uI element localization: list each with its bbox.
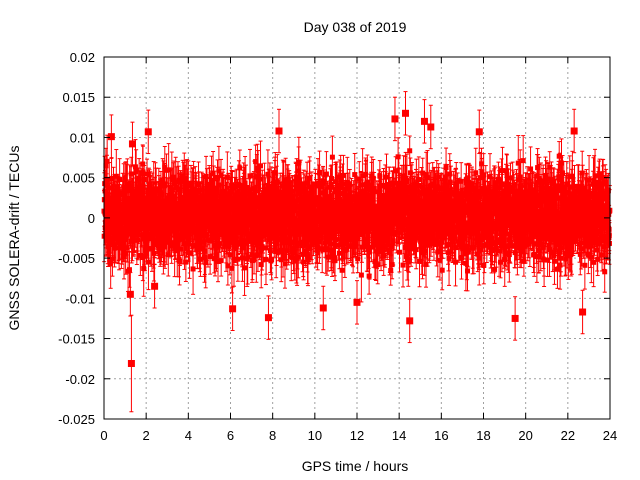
data-point <box>319 285 327 331</box>
x-tick-label: 18 <box>476 428 490 443</box>
x-tick-label: 10 <box>308 428 322 443</box>
data-point <box>570 108 578 154</box>
y-tick-label: -0.01 <box>65 291 95 306</box>
data-point <box>406 298 414 344</box>
data-point <box>358 247 364 303</box>
data-point <box>391 96 399 142</box>
data-point <box>127 314 135 413</box>
y-tick-label: 0 <box>88 211 95 226</box>
data-point <box>420 99 428 144</box>
x-tick-label: 0 <box>100 428 107 443</box>
x-tick-label: 6 <box>227 428 234 443</box>
data-layer <box>101 91 613 413</box>
y-tick-label: -0.025 <box>58 412 95 427</box>
data-point <box>579 289 587 335</box>
data-point <box>275 108 283 154</box>
x-tick-label: 14 <box>392 428 406 443</box>
y-tick-label: 0.015 <box>62 90 95 105</box>
x-tick-label: 4 <box>185 428 192 443</box>
x-tick-label: 24 <box>603 428 617 443</box>
y-tick-label: -0.02 <box>65 372 95 387</box>
x-tick-label: 20 <box>518 428 532 443</box>
data-point <box>107 114 115 159</box>
x-axis-label: GPS time / hours <box>302 458 409 474</box>
y-tick-label: 0.02 <box>70 50 95 65</box>
x-tick-label: 12 <box>350 428 364 443</box>
x-tick-label: 8 <box>269 428 276 443</box>
data-point <box>353 280 361 325</box>
y-tick-label: 0.01 <box>70 130 95 145</box>
data-point <box>128 121 136 167</box>
data-point <box>475 109 483 155</box>
x-tick-label: 22 <box>561 428 575 443</box>
x-tick-label: 16 <box>434 428 448 443</box>
data-point <box>511 296 519 341</box>
data-point <box>264 295 272 340</box>
data-point <box>401 91 409 136</box>
data-point <box>407 135 413 167</box>
y-axis-label: GNSS SOLERA-drift / TECUs <box>6 146 22 331</box>
x-tick-label: 2 <box>143 428 150 443</box>
y-tick-label: -0.005 <box>58 251 95 266</box>
data-point <box>427 104 435 150</box>
y-tick-label: -0.015 <box>58 332 95 347</box>
data-point <box>237 149 243 187</box>
y-tick-label: 0.005 <box>62 171 95 186</box>
chart-title: Day 038 of 2019 <box>304 19 407 35</box>
